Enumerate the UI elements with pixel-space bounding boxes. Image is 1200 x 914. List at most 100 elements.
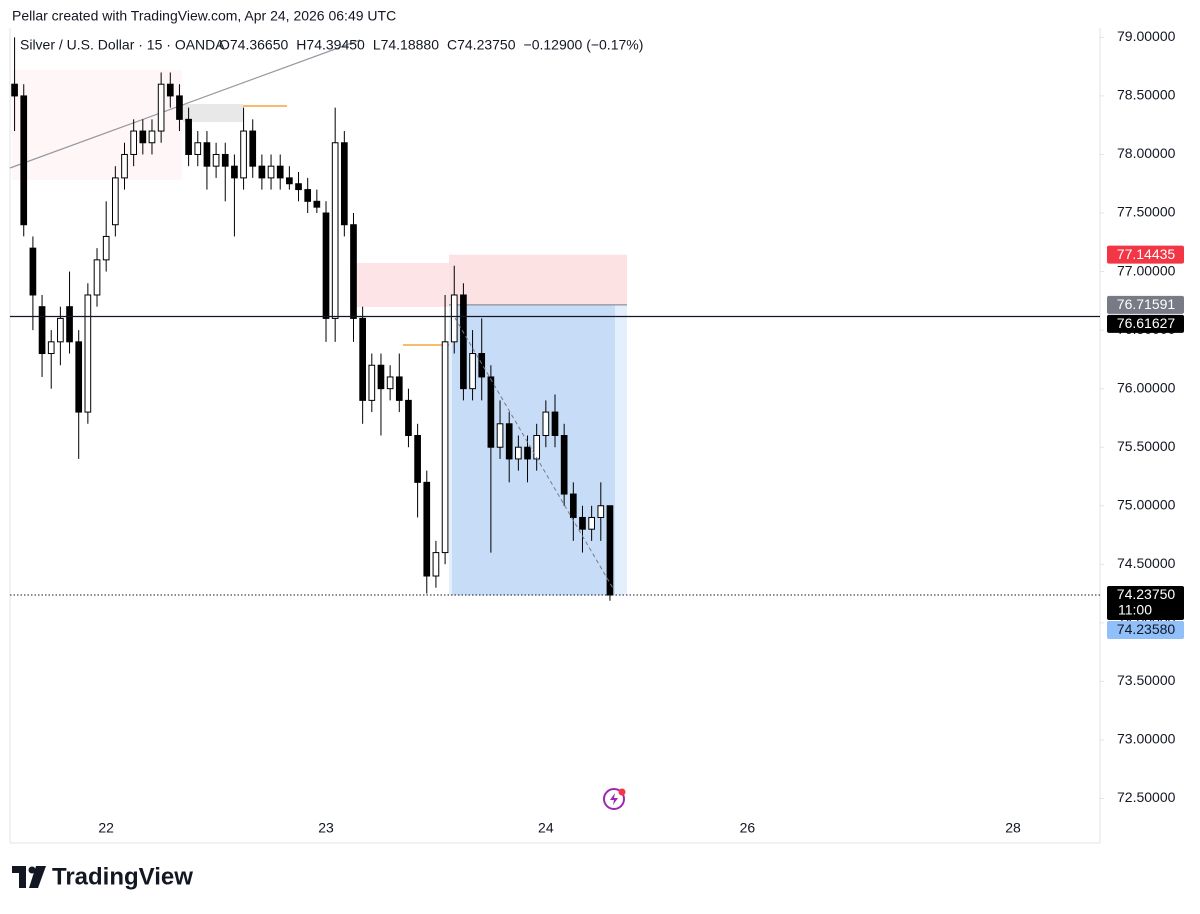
candle-body (29, 247, 37, 296)
zone (350, 263, 458, 307)
y-tick-label: 78.00000 (1117, 145, 1176, 161)
candle-body (569, 493, 577, 518)
candle-body (130, 130, 137, 155)
candle-body (414, 435, 421, 483)
y-tick-label: 76.00000 (1117, 379, 1176, 395)
zone (183, 104, 243, 122)
price-tag-label: 74.23750 (1117, 586, 1176, 602)
candle-body (240, 130, 247, 179)
candle-body (47, 341, 55, 355)
zone (12, 70, 182, 180)
candle-body (588, 516, 595, 530)
countdown: 11:00 (1118, 602, 1152, 618)
candle-body (66, 306, 73, 343)
y-tick-label: 72.50000 (1117, 789, 1176, 805)
y-tick-label: 75.50000 (1117, 438, 1176, 454)
candle-body (194, 142, 202, 155)
symbol: Silver / U.S. Dollar · 15 · OANDA (20, 37, 225, 53)
candle-body (377, 364, 385, 390)
y-tick-label: 78.50000 (1117, 87, 1176, 103)
candle-body (515, 446, 522, 460)
candle-body (478, 353, 486, 378)
candle-body (359, 317, 366, 401)
drawings (9, 39, 470, 346)
candle-body (386, 376, 394, 390)
y-tick-label: 79.00000 (1117, 28, 1176, 44)
candle-body (487, 376, 495, 448)
candle-body (203, 142, 211, 167)
ohlc-value: L74.18880 (373, 37, 439, 53)
candle-body (460, 294, 467, 390)
candle-body (166, 83, 174, 97)
candle-body (533, 435, 541, 460)
candle-body (139, 130, 147, 144)
position-tool (449, 254, 627, 596)
candle-body (75, 341, 83, 413)
ohlc-value: C74.23750 (447, 37, 516, 53)
ohlc-value: O74.36650 (219, 37, 288, 53)
ohlc-value: −0.12900 (−0.17%) (524, 37, 644, 53)
brand: TradingView (52, 863, 193, 890)
candle-body (469, 353, 476, 390)
x-tick-label: 23 (318, 820, 334, 836)
candle-body (11, 83, 18, 97)
candle-body (286, 177, 293, 185)
candle-body (304, 189, 312, 202)
brand-logo (12, 866, 46, 888)
candle-body (432, 552, 440, 577)
x-tick-label: 22 (98, 820, 114, 836)
candle-body (157, 83, 165, 132)
candle-body (121, 153, 128, 179)
candle-body (221, 153, 229, 167)
legend: Silver / U.S. Dollar · 15 · OANDA O74.36… (20, 37, 643, 53)
candle-body (38, 306, 46, 355)
candle-body (313, 200, 321, 208)
ohlc-value: H74.39450 (296, 37, 365, 53)
trend-line (9, 39, 361, 169)
alert-icon (603, 788, 626, 810)
x-tick-label: 28 (1005, 820, 1021, 836)
candle-body (148, 130, 156, 144)
candle-body (231, 165, 238, 179)
y-tick-label: 77.50000 (1117, 204, 1176, 220)
y-tick-label: 73.00000 (1117, 731, 1176, 747)
candle-body (276, 165, 284, 179)
y-tick-label: 73.50000 (1117, 672, 1176, 688)
candle-body (450, 294, 458, 343)
candle-body (340, 142, 348, 226)
candle-body (249, 130, 257, 167)
candle-body (84, 294, 92, 413)
price-tag-label: 74.23580 (1117, 621, 1176, 637)
candle-body (606, 505, 614, 596)
projection-line (454, 317, 615, 591)
x-tick-label: 24 (538, 820, 554, 836)
candle-body (524, 446, 531, 460)
price-tag (1107, 295, 1184, 314)
price-tag-label: 76.71591 (1117, 296, 1176, 312)
y-tick-label: 77.00000 (1117, 262, 1176, 278)
y-tick-label: 74.50000 (1117, 555, 1176, 571)
candle-body (331, 142, 339, 319)
candle-body (322, 212, 330, 319)
candle-body (551, 411, 559, 437)
candle-body (185, 118, 192, 155)
candle-body (102, 235, 110, 261)
candle-body (505, 423, 513, 460)
candle-body (267, 165, 275, 179)
price-tag (1107, 586, 1184, 621)
candle-body (579, 516, 586, 530)
candle-body (496, 423, 504, 448)
candle-body (212, 153, 220, 167)
stop-zone (449, 254, 627, 305)
candle-body (405, 399, 412, 437)
candle-body (560, 435, 568, 495)
candle-body (350, 224, 357, 319)
header: Pellar created with TradingView.com, Apr… (12, 8, 396, 24)
candle-body (441, 341, 449, 554)
candle-body (368, 364, 376, 401)
candles (11, 37, 614, 601)
candle-body (57, 317, 64, 343)
candle-body (295, 183, 302, 191)
price-tag (1107, 621, 1184, 640)
